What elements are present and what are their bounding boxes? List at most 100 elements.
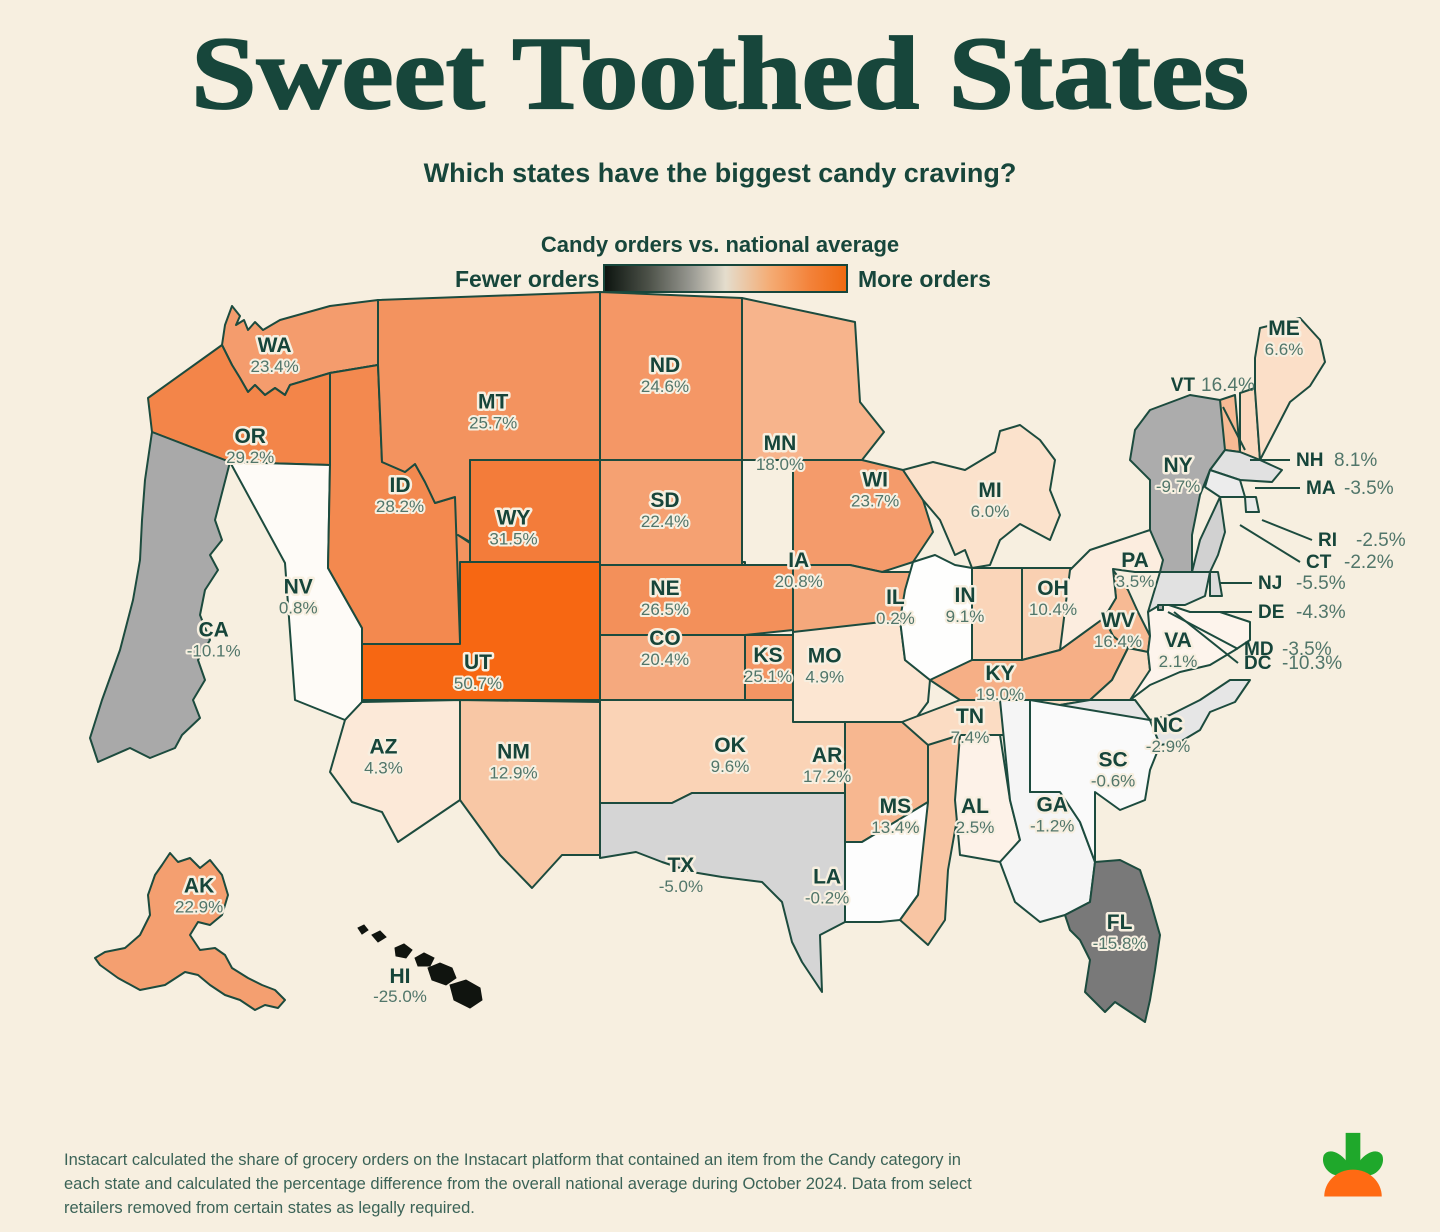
svg-text:VT: VT <box>1171 375 1196 396</box>
svg-text:-3.5%: -3.5% <box>1344 478 1394 499</box>
svg-text:SC: SC <box>1099 749 1128 772</box>
svg-text:7.4%: 7.4% <box>951 728 990 747</box>
svg-text:2.5%: 2.5% <box>956 818 995 837</box>
svg-text:NE: NE <box>650 577 679 600</box>
svg-text:IA: IA <box>788 549 809 572</box>
svg-text:MO: MO <box>808 645 842 668</box>
svg-text:0.2%: 0.2% <box>876 609 915 628</box>
svg-text:6.6%: 6.6% <box>1265 340 1304 359</box>
svg-text:LA: LA <box>813 866 841 889</box>
svg-text:-25.0%: -25.0% <box>373 987 427 1006</box>
svg-text:9.6%: 9.6% <box>711 757 750 776</box>
svg-text:OR: OR <box>234 425 266 448</box>
svg-text:-5.0%: -5.0% <box>659 877 703 896</box>
svg-text:UT: UT <box>464 651 492 674</box>
svg-text:24.6%: 24.6% <box>641 377 689 396</box>
svg-text:NM: NM <box>497 741 530 764</box>
svg-text:WI: WI <box>862 468 888 491</box>
svg-text:25.7%: 25.7% <box>469 413 517 432</box>
svg-text:SD: SD <box>650 489 679 512</box>
svg-text:IN: IN <box>955 584 976 607</box>
svg-text:6.0%: 6.0% <box>971 502 1010 521</box>
svg-text:12.9%: 12.9% <box>489 764 537 783</box>
svg-text:AK: AK <box>184 875 214 898</box>
svg-text:4.9%: 4.9% <box>805 668 844 687</box>
svg-text:ME: ME <box>1268 317 1300 340</box>
svg-text:10.4%: 10.4% <box>1029 600 1077 619</box>
svg-text:NY: NY <box>1164 454 1193 477</box>
svg-text:18.0%: 18.0% <box>756 455 804 474</box>
svg-text:50.7%: 50.7% <box>454 674 502 693</box>
svg-text:MA: MA <box>1306 478 1336 499</box>
svg-text:TX: TX <box>667 854 694 877</box>
svg-text:-0.6%: -0.6% <box>1091 772 1135 791</box>
svg-text:2.1%: 2.1% <box>1159 652 1198 671</box>
svg-text:-10.1%: -10.1% <box>187 642 241 661</box>
svg-text:-2.9%: -2.9% <box>1146 737 1190 756</box>
svg-text:RI: RI <box>1318 530 1337 551</box>
svg-text:-2.5%: -2.5% <box>1356 530 1406 551</box>
svg-text:NV: NV <box>284 576 313 599</box>
svg-text:CO: CO <box>649 627 681 650</box>
svg-text:20.4%: 20.4% <box>641 650 689 669</box>
svg-text:NJ: NJ <box>1258 573 1282 594</box>
svg-text:29.2%: 29.2% <box>226 448 274 467</box>
svg-text:20.8%: 20.8% <box>775 572 823 591</box>
svg-text:-9.7%: -9.7% <box>1156 477 1200 496</box>
svg-text:PA: PA <box>1121 549 1149 572</box>
svg-text:AL: AL <box>961 795 989 818</box>
svg-text:OH: OH <box>1037 577 1069 600</box>
svg-text:HI: HI <box>390 965 411 988</box>
svg-text:AZ: AZ <box>370 736 398 759</box>
svg-text:13.4%: 13.4% <box>871 818 919 837</box>
svg-text:AR: AR <box>812 744 842 767</box>
svg-text:ID: ID <box>390 474 411 497</box>
svg-text:IL: IL <box>886 586 905 609</box>
svg-text:KY: KY <box>985 662 1014 685</box>
svg-text:9.1%: 9.1% <box>946 607 985 626</box>
svg-text:-0.2%: -0.2% <box>805 889 849 908</box>
svg-text:CA: CA <box>199 619 229 642</box>
svg-text:19.0%: 19.0% <box>976 685 1024 704</box>
svg-text:MT: MT <box>478 390 508 413</box>
svg-text:16.4%: 16.4% <box>1201 375 1255 396</box>
svg-text:CT: CT <box>1306 552 1332 573</box>
svg-text:NC: NC <box>1153 714 1183 737</box>
svg-text:OK: OK <box>714 734 746 757</box>
svg-text:FL: FL <box>1107 911 1133 934</box>
svg-text:16.4%: 16.4% <box>1094 632 1142 651</box>
svg-text:ND: ND <box>650 354 680 377</box>
svg-text:MI: MI <box>978 479 1001 502</box>
svg-text:NH: NH <box>1296 450 1323 471</box>
svg-text:TN: TN <box>956 705 984 728</box>
svg-text:KS: KS <box>753 644 782 667</box>
svg-text:31.5%: 31.5% <box>489 530 537 549</box>
svg-text:26.5%: 26.5% <box>641 600 689 619</box>
svg-text:WA: WA <box>258 334 292 357</box>
svg-text:17.2%: 17.2% <box>803 767 851 786</box>
svg-text:23.7%: 23.7% <box>851 491 899 510</box>
svg-text:22.4%: 22.4% <box>641 512 689 531</box>
svg-text:-10.3%: -10.3% <box>1282 653 1342 674</box>
svg-text:WV: WV <box>1101 609 1135 632</box>
svg-text:4.3%: 4.3% <box>364 759 403 778</box>
svg-text:0.8%: 0.8% <box>279 599 318 618</box>
svg-text:VA: VA <box>1164 629 1192 652</box>
svg-text:25.1%: 25.1% <box>744 667 792 686</box>
svg-text:-5.5%: -5.5% <box>1296 573 1346 594</box>
svg-text:23.4%: 23.4% <box>250 357 298 376</box>
svg-text:WY: WY <box>497 507 531 530</box>
svg-text:22.9%: 22.9% <box>175 898 223 917</box>
svg-text:-1.2%: -1.2% <box>1030 816 1074 835</box>
svg-text:DC: DC <box>1244 653 1272 674</box>
svg-text:MN: MN <box>764 432 797 455</box>
svg-text:-4.3%: -4.3% <box>1296 602 1346 623</box>
svg-text:DE: DE <box>1258 602 1284 623</box>
svg-text:28.2%: 28.2% <box>376 497 424 516</box>
svg-text:-15.8%: -15.8% <box>1093 934 1147 953</box>
svg-text:3.5%: 3.5% <box>1116 572 1155 591</box>
svg-text:MS: MS <box>880 795 912 818</box>
svg-text:-2.2%: -2.2% <box>1344 552 1394 573</box>
svg-text:GA: GA <box>1036 793 1068 816</box>
svg-text:8.1%: 8.1% <box>1334 450 1377 471</box>
